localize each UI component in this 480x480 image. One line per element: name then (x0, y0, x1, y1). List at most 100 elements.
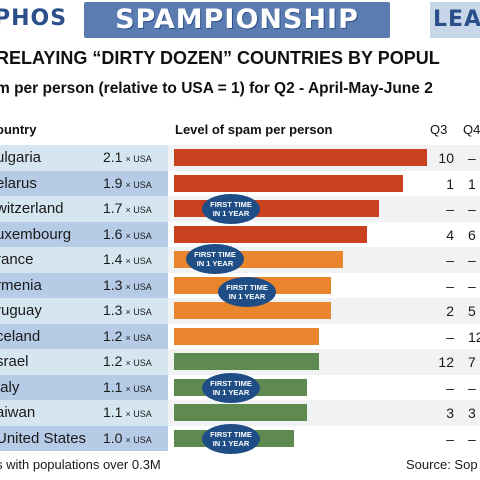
q3-rank: – (446, 379, 454, 396)
value-label: 1.2 × USA (103, 327, 152, 344)
value-unit: × USA (125, 281, 152, 292)
country-label: elarus (0, 174, 37, 192)
q4-rank: 5 (468, 303, 476, 319)
row-label-background (0, 425, 168, 451)
banner-left-text: PHOS (0, 6, 68, 31)
value-label: 1.7 × USA (103, 200, 152, 216)
value-unit: × USA (125, 358, 152, 368)
banner-center: SPAMPIONSHIP (84, 2, 390, 38)
first-time-badge: FIRST TIME IN 1 YEAR (202, 372, 260, 403)
q3-rank: – (446, 252, 454, 268)
q3-rank: 4 (446, 226, 454, 243)
bar-mark (174, 225, 367, 243)
q4-rank: 1 (468, 175, 476, 192)
row-label-background (0, 298, 168, 324)
row-label-background (0, 272, 168, 298)
header-q3: Q3 (430, 122, 448, 137)
value-label: 1.3 × USA (103, 276, 152, 293)
value-unit: × USA (125, 205, 152, 215)
value-label: 2.1 × USA (103, 149, 152, 165)
value-label: 1.2 × USA (103, 353, 152, 369)
value-label: 1.1 × USA (103, 404, 152, 420)
row-label-background (0, 221, 168, 247)
q4-rank: 6 (468, 226, 476, 243)
table-row: aiwan 1.1 × USA 3 3 (0, 400, 480, 426)
value-label: 1.1 × USA (103, 378, 152, 395)
row-label-background (0, 170, 168, 196)
row-label-background (0, 323, 168, 349)
chart-subtitle: m per person (relative to USA = 1) for Q… (0, 80, 433, 97)
q4-rank: 7 (468, 354, 476, 370)
q4-rank: – (468, 277, 476, 294)
country-label: srael (0, 353, 29, 370)
header-bar: Level of spam per person (175, 122, 333, 137)
row-label-background (0, 145, 168, 171)
value-unit: × USA (125, 409, 152, 419)
country-label: rance (0, 251, 34, 268)
bar-mark (174, 327, 319, 345)
q3-rank: 10 (438, 150, 454, 166)
q3-rank: 2 (446, 303, 454, 319)
table-row: uxembourg 1.6 × USA 4 6 (0, 221, 480, 247)
banner-right-text: LEAG (433, 7, 480, 32)
q4-rank: – (468, 430, 476, 447)
value-unit: × USA (125, 307, 152, 317)
banner-center-text: SPAMPIONSHIP (115, 4, 359, 35)
bar-mark (174, 353, 319, 370)
q4-rank: 12 (468, 328, 480, 345)
banner: PHOS SPAMPIONSHIP LEAG (0, 0, 480, 40)
value-unit: × USA (125, 383, 152, 394)
first-time-badge: FIRST TIME IN 1 YEAR (218, 276, 276, 307)
bar-mark (174, 174, 403, 192)
bar-mark (174, 302, 331, 319)
value-label: 1.4 × USA (103, 251, 152, 267)
q4-rank: – (468, 150, 476, 166)
header-country: ountry (0, 122, 37, 137)
country-label: aiwan (0, 404, 36, 421)
country-label: witzerland (0, 200, 64, 217)
chart-title: RELAYING “DIRTY DOZEN” COUNTRIES BY POPU… (0, 48, 440, 68)
q3-rank: – (446, 430, 454, 447)
first-time-badge: FIRST TIME IN 1 YEAR (202, 423, 260, 454)
q3-rank: 3 (446, 405, 454, 421)
first-time-badge: FIRST TIME IN 1 YEAR (186, 244, 244, 274)
q3-rank: – (446, 201, 454, 217)
row-label-background (0, 247, 168, 273)
q3-rank: – (446, 328, 454, 345)
bar-mark (174, 149, 427, 166)
table-row: ulgaria 2.1 × USA 10– (0, 145, 480, 171)
row-label-background (0, 374, 168, 400)
country-label: uxembourg (0, 225, 72, 243)
table-row: celand 1.2 × USA –12 (0, 323, 480, 349)
value-unit: × USA (125, 434, 152, 445)
row-label-background (0, 400, 168, 426)
footer-note: s with populations over 0.3M (0, 457, 161, 472)
country-label: ruguay (0, 302, 42, 319)
country-label: United States (0, 429, 87, 447)
table-row: witzerland 1.7 × USA – – FIRST TIME IN 1 YEAR (0, 194, 480, 224)
first-time-badge: FIRST TIME IN 1 YEAR (202, 194, 260, 224)
country-label: ulgaria (0, 149, 42, 166)
country-label: rmenia (0, 276, 42, 294)
value-label: 1.6 × USA (103, 225, 152, 242)
value-unit: × USA (125, 332, 152, 343)
row-label-background (0, 349, 168, 375)
bar-mark (174, 404, 307, 421)
country-label: celand (0, 327, 41, 345)
q3-rank: 1 (446, 175, 454, 192)
q4-rank: – (468, 379, 476, 396)
q3-rank: 12 (438, 354, 454, 370)
header-q4: Q4 (463, 122, 480, 137)
value-unit: × USA (125, 154, 152, 164)
table-row: rmenia 1.3 × USA – – FIRST TIME IN 1 YEAR (0, 272, 480, 307)
table-row: ruguay 1.3 × USA 2 5 (0, 298, 480, 324)
value-unit: × USA (125, 179, 152, 190)
value-label: 1.3 × USA (103, 302, 152, 318)
q3-rank: – (446, 277, 454, 294)
value-label: 1.0 × USA (103, 429, 152, 446)
footer-source: Source: Sop (406, 457, 478, 472)
country-label: taly (0, 378, 20, 396)
table-row: United States 1.0 × USA – – FIRST TIME IN 1 YE… (0, 423, 480, 454)
q4-rank: 3 (468, 405, 476, 421)
